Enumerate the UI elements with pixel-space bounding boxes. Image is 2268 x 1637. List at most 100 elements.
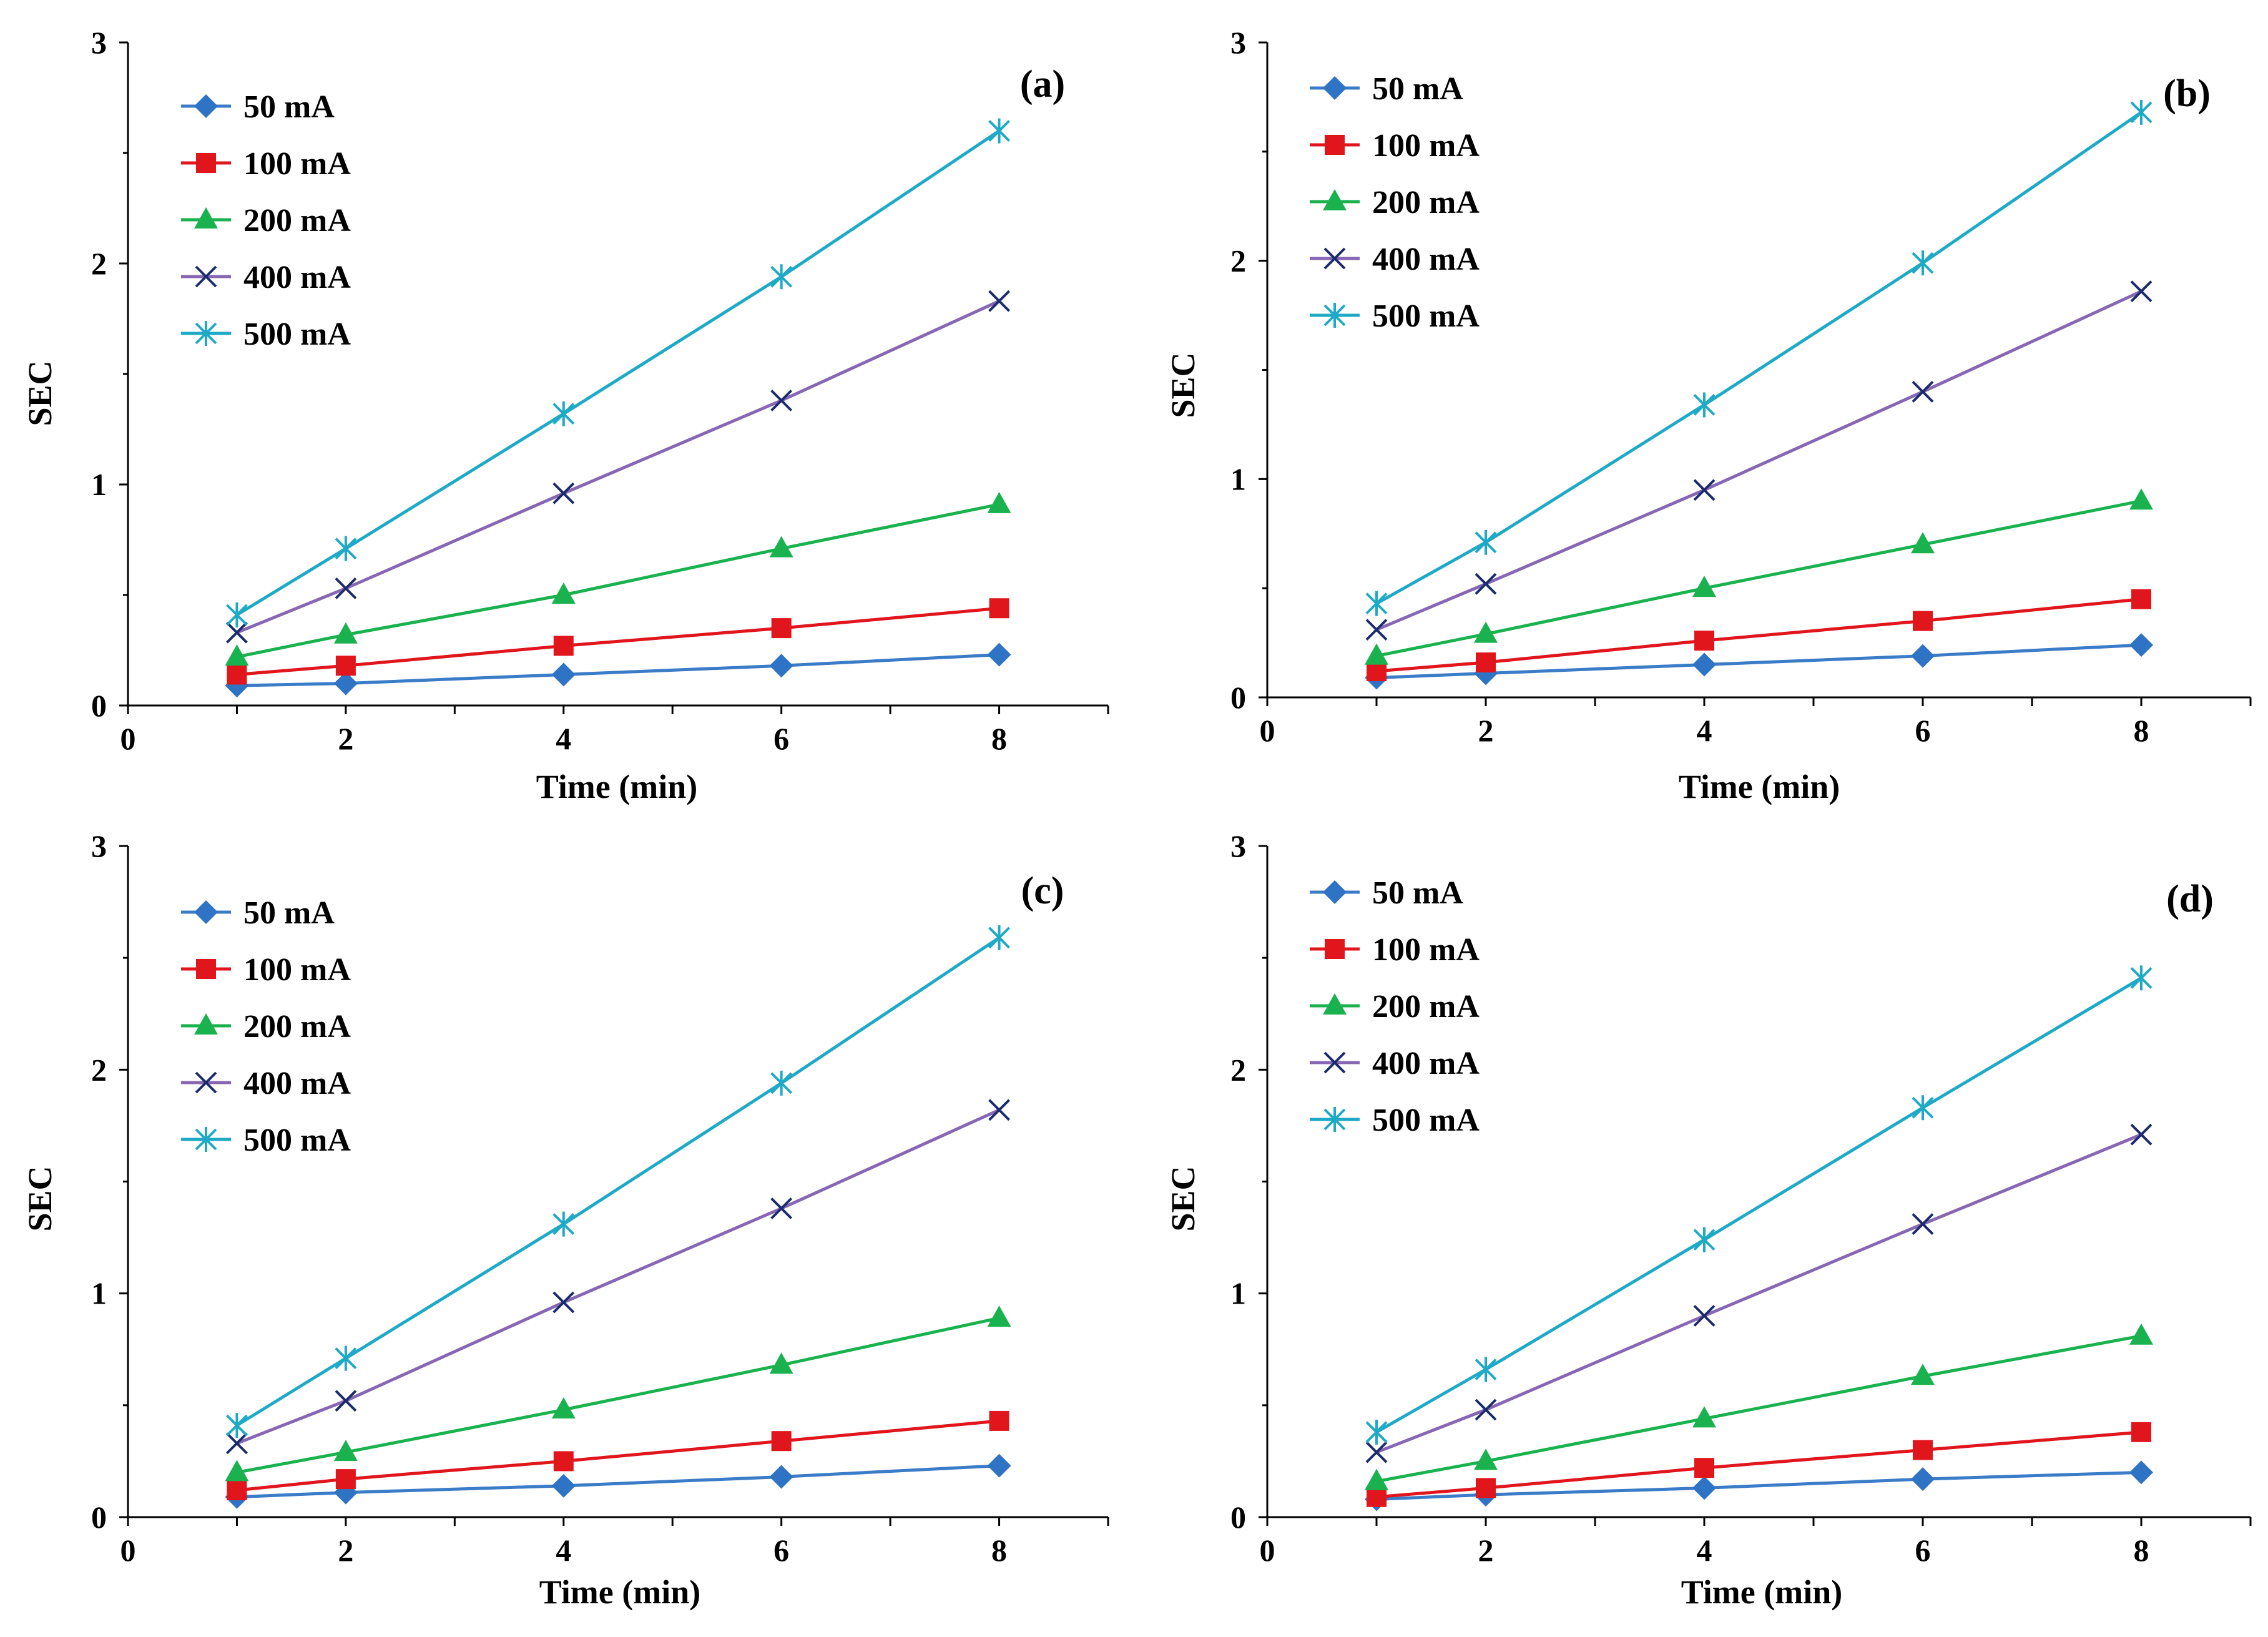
x-tick-label: 6	[1915, 713, 1931, 748]
data-point	[1475, 529, 1497, 555]
y-tick-label: 1	[1230, 1276, 1246, 1311]
data-point	[553, 636, 574, 656]
data-point	[553, 1451, 574, 1472]
legend-marker	[1325, 135, 1345, 155]
data-point	[769, 654, 793, 678]
legend-label: 200 mA	[1372, 185, 1480, 220]
x-tick-label: 4	[1697, 1533, 1712, 1568]
data-point	[226, 1413, 248, 1438]
y-axis-title: SEC	[1164, 1166, 1202, 1231]
legend-marker	[1323, 247, 1346, 270]
data-point	[1694, 1458, 1714, 1478]
data-point	[552, 1291, 575, 1314]
data-point	[1911, 1364, 1935, 1385]
y-tick-label: 0	[1230, 680, 1246, 715]
data-point	[1692, 576, 1716, 597]
data-point	[1475, 573, 1497, 595]
legend-marker	[194, 94, 218, 118]
data-point	[1911, 1467, 1935, 1492]
data-point	[1474, 1448, 1498, 1470]
data-point	[2131, 1422, 2151, 1442]
legend-marker	[194, 207, 218, 229]
data-point	[769, 1352, 793, 1374]
data-point	[770, 264, 793, 290]
y-tick-label: 3	[91, 828, 107, 863]
x-tick-label: 0	[120, 1533, 136, 1568]
legend-marker	[1323, 880, 1347, 904]
data-point	[551, 1397, 576, 1418]
data-point	[1913, 611, 1933, 631]
data-point	[1911, 532, 1935, 554]
data-point	[769, 1465, 793, 1489]
data-point	[552, 1211, 575, 1237]
x-tick-label: 6	[773, 721, 789, 756]
legend-label: 500 mA	[1372, 1103, 1480, 1138]
data-point	[226, 1432, 248, 1455]
legend-label: 50 mA	[243, 895, 335, 931]
data-point	[1693, 479, 1716, 501]
legend-label: 50 mA	[1372, 71, 1463, 107]
x-axis-title: Time (min)	[536, 768, 697, 805]
legend-marker	[195, 1127, 217, 1152]
legend-label: 200 mA	[243, 1009, 351, 1045]
data-point	[1474, 621, 1498, 643]
data-point	[2129, 633, 2153, 657]
data-point	[988, 925, 1010, 950]
y-tick-label: 1	[91, 467, 107, 502]
data-point	[1475, 1357, 1497, 1382]
x-tick-label: 4	[1697, 713, 1712, 748]
data-point	[2130, 965, 2153, 991]
data-point	[551, 583, 576, 604]
data-point	[769, 536, 793, 558]
x-axis-title: Time (min)	[1681, 1573, 1842, 1611]
panel-b: (b) Time (min) SEC 0 1 2 3 0 2 4 6 8 50 mA 100 mA 2…	[1164, 25, 2252, 805]
data-point	[1365, 643, 1388, 665]
data-point	[770, 390, 793, 411]
data-point	[335, 1390, 357, 1412]
y-tick-label: 0	[91, 1500, 107, 1535]
legend-label: 400 mA	[243, 260, 351, 295]
legend-marker	[1323, 993, 1347, 1015]
data-point	[989, 1410, 1009, 1431]
legend-label: 400 mA	[1372, 1046, 1480, 1081]
legend-label: 400 mA	[243, 1066, 351, 1101]
y-axis-title: SEC	[21, 1166, 59, 1231]
y-tick-label: 3	[1230, 828, 1246, 863]
data-point	[1693, 1305, 1716, 1327]
x-axis-title: Time (min)	[539, 1573, 700, 1611]
y-tick-label: 2	[91, 1052, 107, 1087]
data-point	[333, 671, 358, 696]
y-tick-label: 1	[1230, 461, 1246, 496]
panel-label: (b)	[2163, 72, 2211, 115]
data-point	[335, 577, 357, 599]
data-point	[225, 1460, 249, 1482]
y-tick-label: 3	[1230, 25, 1246, 60]
legend-marker	[196, 153, 216, 173]
data-point	[333, 622, 358, 644]
y-tick-label: 3	[91, 25, 107, 60]
panel-c: (c) Time (min) SEC 0 1 2 3 0 2 4 6 8 50 mA 100 mA 2…	[21, 828, 1109, 1611]
legend-marker	[194, 900, 218, 924]
x-tick-label: 0	[1260, 713, 1275, 748]
data-point	[1912, 381, 1934, 403]
data-point	[987, 642, 1011, 667]
data-point	[1912, 1095, 1934, 1121]
series-line	[1375, 111, 2143, 605]
legend-marker	[195, 321, 217, 346]
data-point	[335, 1345, 357, 1371]
data-point	[1476, 1478, 1496, 1498]
x-tick-label: 2	[1478, 713, 1494, 748]
data-point	[987, 1305, 1011, 1327]
data-point	[770, 1070, 793, 1096]
data-point	[2129, 488, 2153, 510]
data-point	[1365, 1441, 1388, 1463]
legend-label: 500 mA	[243, 1123, 351, 1158]
data-point	[1365, 1468, 1388, 1490]
legend-marker	[196, 959, 216, 979]
data-point	[1692, 1406, 1716, 1428]
data-point	[551, 662, 576, 687]
x-tick-label: 4	[556, 721, 571, 756]
x-tick-label: 2	[338, 721, 353, 756]
data-point	[2129, 1323, 2153, 1345]
x-tick-label: 2	[338, 1533, 353, 1568]
